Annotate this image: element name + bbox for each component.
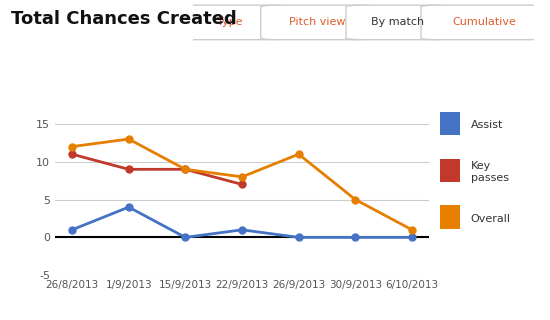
Text: Cumulative: Cumulative [452, 17, 516, 28]
FancyBboxPatch shape [421, 5, 547, 40]
Text: Pitch view: Pitch view [289, 17, 345, 28]
Text: Key
passes: Key passes [471, 161, 509, 183]
FancyBboxPatch shape [261, 5, 373, 40]
Text: By match: By match [371, 17, 424, 28]
FancyBboxPatch shape [440, 112, 460, 135]
FancyBboxPatch shape [175, 5, 284, 40]
Text: Total Chances Created: Total Chances Created [11, 10, 236, 28]
Text: Type: Type [217, 17, 243, 28]
Text: Assist: Assist [471, 120, 503, 131]
FancyBboxPatch shape [440, 205, 460, 228]
Text: Overall: Overall [471, 214, 511, 224]
FancyBboxPatch shape [346, 5, 448, 40]
FancyBboxPatch shape [440, 159, 460, 182]
